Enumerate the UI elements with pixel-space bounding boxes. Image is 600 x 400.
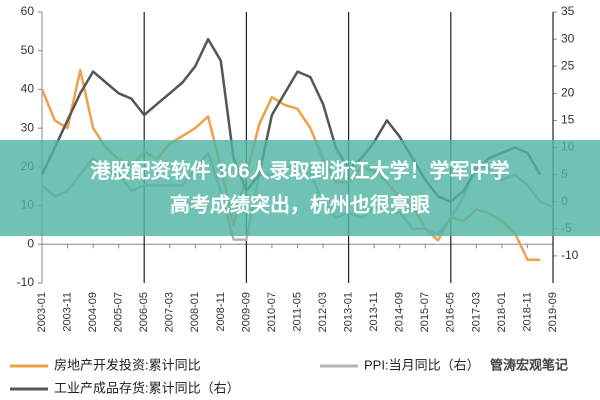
y2-tick-label: 35 [561, 4, 575, 18]
y2-tick-label: -10 [561, 248, 579, 262]
overlay-banner [0, 140, 600, 236]
x-tick-label: 2012-03 [317, 292, 329, 332]
x-tick-label: 2003-11 [61, 292, 73, 332]
y2-tick-label: 25 [561, 58, 575, 72]
x-tick-label: 2010-07 [266, 292, 278, 332]
legend-label: 房地产开发投资:累计同比 [54, 357, 201, 372]
x-tick-label: 2019-09 [547, 292, 559, 332]
y2-tick-label: 15 [561, 113, 575, 127]
legend-label: PPI:当月同比（右） [364, 357, 480, 372]
x-tick-label: 2018-11 [521, 292, 533, 332]
x-tick-label: 2003-01 [36, 292, 48, 332]
x-tick-label: 2013-11 [368, 292, 380, 332]
x-tick-label: 2007-03 [164, 292, 176, 332]
overlay-text: 港股配资软件 306人录取到浙江大学！学军中学 [91, 158, 510, 182]
y-tick-label: 50 [21, 43, 35, 57]
x-tick-label: 2009-09 [240, 292, 252, 332]
legend-label: 工业产成品存货:累计同比（右） [54, 380, 240, 395]
x-tick-label: 2008-11 [215, 292, 227, 332]
x-tick-label: 2005-07 [113, 292, 125, 332]
x-tick-label: 2018-01 [496, 292, 508, 332]
x-tick-label: 2011-05 [291, 292, 303, 332]
x-tick-label: 2013-01 [343, 292, 355, 332]
x-tick-label: 2014-09 [394, 292, 406, 332]
y-tick-label: 40 [21, 82, 35, 96]
y-tick-label: 0 [27, 236, 34, 250]
x-tick-label: 2016-05 [445, 292, 457, 332]
x-tick-label: 2006-05 [138, 292, 150, 332]
y2-tick-label: 20 [561, 85, 575, 99]
y-tick-label: -10 [17, 275, 35, 289]
x-tick-label: 2017-03 [470, 292, 482, 332]
x-tick-label: 2004-09 [87, 292, 99, 332]
y2-tick-label: 30 [561, 31, 575, 45]
x-tick-label: 2015-07 [419, 292, 431, 332]
x-tick-label: 2008-01 [189, 292, 201, 332]
y-tick-label: 60 [21, 4, 35, 18]
overlay-text: 高考成绩突出，杭州也很亮眼 [170, 192, 430, 216]
y-tick-label: 30 [21, 120, 35, 134]
watermark: 管涛宏观笔记 [490, 357, 568, 372]
